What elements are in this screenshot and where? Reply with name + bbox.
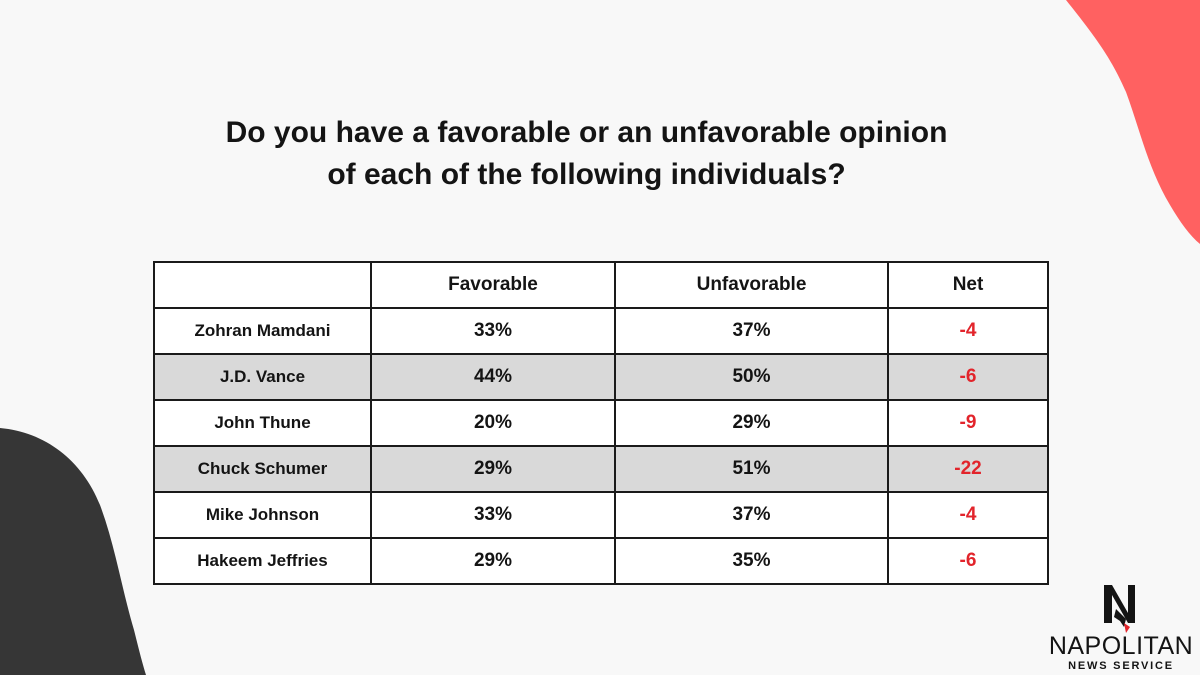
row-name: Mike Johnson	[153, 491, 372, 539]
napolitan-n-eagle-icon	[1104, 585, 1135, 633]
row-favorable: 29%	[370, 537, 616, 585]
row-name: John Thune	[153, 399, 372, 447]
table-row: Hakeem Jeffries 29% 35% -6	[153, 537, 1049, 585]
row-name: Chuck Schumer	[153, 445, 372, 493]
table-header-row: Favorable Unfavorable Net	[153, 261, 1049, 309]
logo-name: NAPOLITAN	[1048, 632, 1194, 660]
red-corner-blob	[1066, 0, 1200, 244]
favorability-table: Favorable Unfavorable Net Zohran Mamdani…	[153, 261, 1049, 585]
header-unfavorable: Unfavorable	[614, 261, 889, 309]
row-unfavorable: 37%	[614, 491, 889, 539]
row-net: -6	[887, 353, 1049, 401]
row-favorable: 44%	[370, 353, 616, 401]
header-favorable: Favorable	[370, 261, 616, 309]
row-unfavorable: 51%	[614, 445, 889, 493]
header-net: Net	[887, 261, 1049, 309]
row-net: -4	[887, 491, 1049, 539]
header-empty	[153, 261, 372, 309]
row-net: -6	[887, 537, 1049, 585]
row-unfavorable: 50%	[614, 353, 889, 401]
logo-subtitle: NEWS SERVICE	[1068, 660, 1174, 672]
dark-corner-blob	[0, 428, 146, 675]
table-row: J.D. Vance 44% 50% -6	[153, 353, 1049, 401]
table-row: John Thune 20% 29% -9	[153, 399, 1049, 447]
row-favorable: 29%	[370, 445, 616, 493]
table-row: Chuck Schumer 29% 51% -22	[153, 445, 1049, 493]
row-name: Zohran Mamdani	[153, 307, 372, 355]
row-name: Hakeem Jeffries	[153, 537, 372, 585]
title-line-2: of each of the following individuals?	[327, 158, 846, 191]
table-row: Mike Johnson 33% 37% -4	[153, 491, 1049, 539]
row-name: J.D. Vance	[153, 353, 372, 401]
row-net: -22	[887, 445, 1049, 493]
title-line-1: Do you have a favorable or an unfavorabl…	[225, 116, 948, 149]
row-unfavorable: 29%	[614, 399, 889, 447]
row-unfavorable: 37%	[614, 307, 889, 355]
row-favorable: 33%	[370, 491, 616, 539]
row-favorable: 20%	[370, 399, 616, 447]
row-favorable: 33%	[370, 307, 616, 355]
row-net: -9	[887, 399, 1049, 447]
napolitan-logo: NAPOLITAN NEWS SERVICE	[1042, 583, 1200, 675]
row-unfavorable: 35%	[614, 537, 889, 585]
chart-title: Do you have a favorable or an unfavorabl…	[0, 112, 1173, 196]
row-net: -4	[887, 307, 1049, 355]
table-row: Zohran Mamdani 33% 37% -4	[153, 307, 1049, 355]
